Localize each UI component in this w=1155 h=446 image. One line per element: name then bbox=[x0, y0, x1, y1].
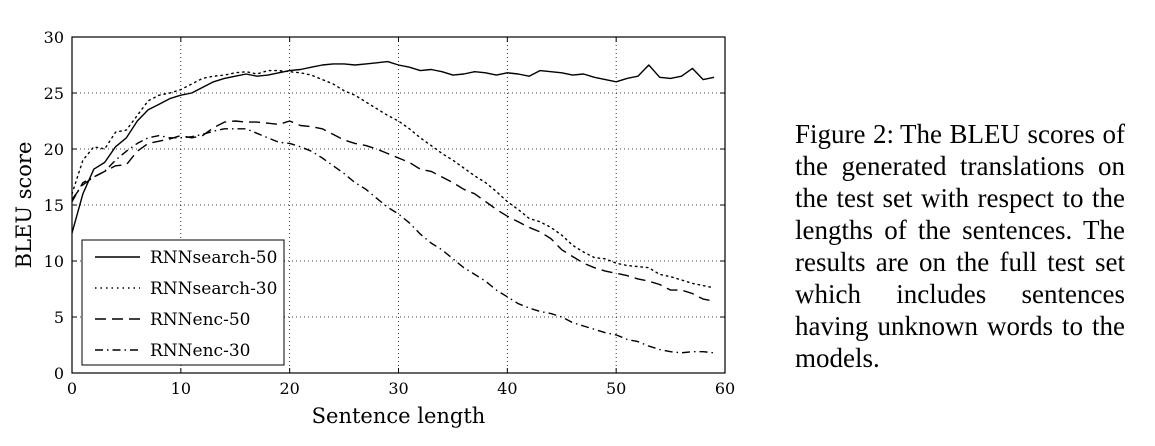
y-tick-label: 25 bbox=[44, 84, 64, 103]
legend-entry: RNNsearch-50 bbox=[150, 248, 277, 268]
x-tick-label: 50 bbox=[606, 379, 626, 398]
series-line-RNNsearch-50 bbox=[71, 60, 715, 234]
legend-box bbox=[81, 239, 285, 366]
bleu-line-chart: 0 10 20 30 40 50 60 0 5 10 15 20 25 30 Sentence length… bbox=[12, 28, 735, 428]
y-tick-label: 10 bbox=[44, 252, 64, 271]
legend-entry: RNNenc-30 bbox=[150, 341, 250, 361]
y-tick-label: 5 bbox=[54, 308, 64, 327]
plot-frame bbox=[71, 36, 726, 374]
legend-entry: RNNsearch-30 bbox=[150, 279, 277, 299]
figure-caption: Figure 2: The BLEU scores of the generate… bbox=[795, 118, 1125, 374]
y-axis-label: BLEU score bbox=[12, 142, 36, 269]
series-line-RNNenc-50 bbox=[71, 120, 715, 302]
series-line-RNNenc-30 bbox=[71, 128, 715, 354]
x-tick-label: 20 bbox=[279, 379, 299, 398]
caption-text: The BLEU scores of the generated transla… bbox=[795, 119, 1125, 373]
y-tick-label: 0 bbox=[54, 364, 64, 383]
chart-area: 0 10 20 30 40 50 60 0 5 10 15 20 25 30 Sentence length… bbox=[12, 28, 735, 428]
x-axis-label: Sentence length bbox=[312, 404, 486, 428]
caption-label: Figure 2: bbox=[795, 119, 895, 149]
y-tick-label: 20 bbox=[44, 140, 64, 159]
x-tick-label: 30 bbox=[388, 379, 408, 398]
x-tick-label: 10 bbox=[171, 379, 191, 398]
x-tick-label: 60 bbox=[715, 379, 735, 398]
legend: RNNsearch-50 RNNsearch-30 RNNenc-50 RNNenc-… bbox=[81, 239, 285, 366]
y-tick-label: 15 bbox=[44, 196, 64, 215]
legend-entry: RNNenc-50 bbox=[150, 310, 250, 330]
x-tick-label: 0 bbox=[67, 379, 77, 398]
x-tick-label: 40 bbox=[497, 379, 517, 398]
y-tick-label: 30 bbox=[44, 28, 64, 47]
